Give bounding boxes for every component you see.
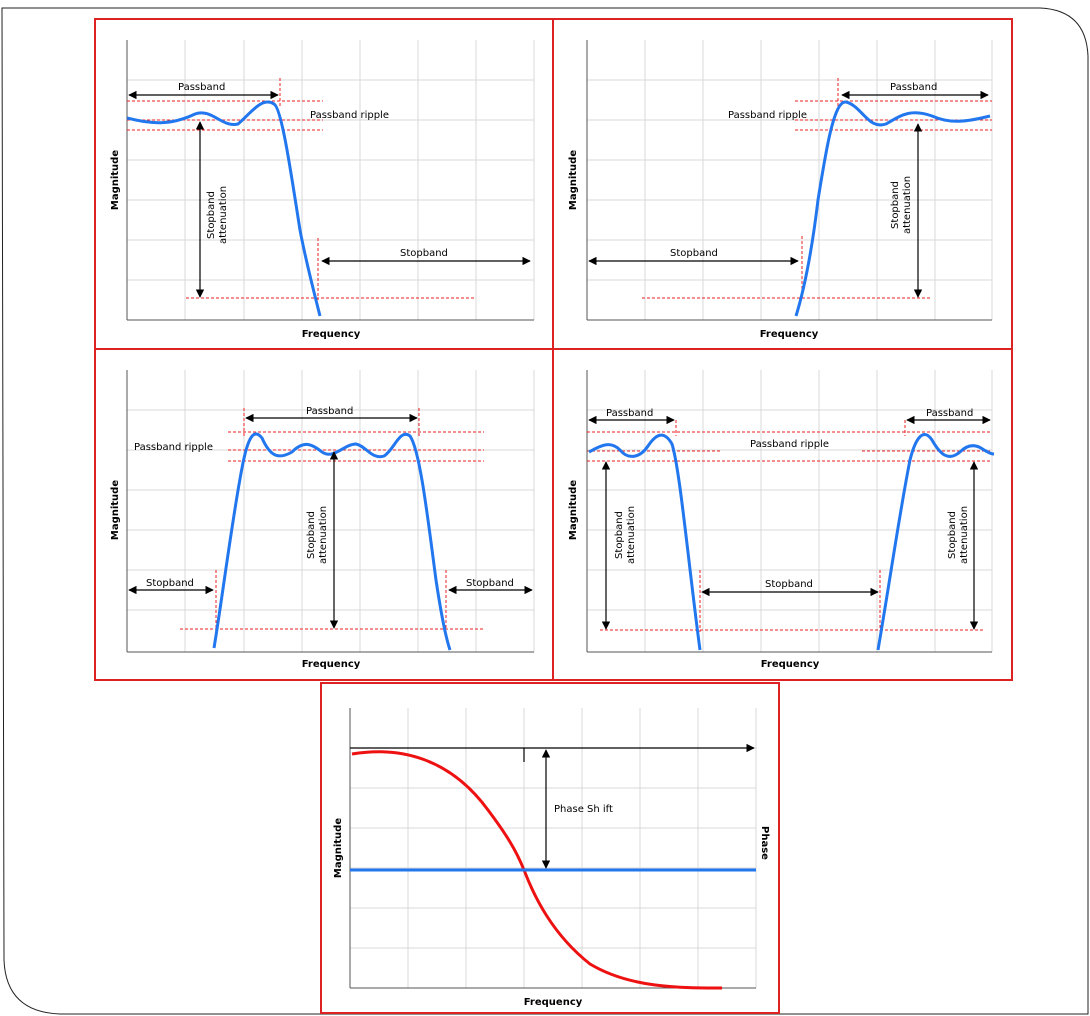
panel-lowpass: Passband Passband ripple Stopband Stopba… bbox=[94, 18, 554, 350]
passband-left-label: Passband bbox=[606, 408, 653, 419]
y-axis-label-right: Phase bbox=[759, 826, 770, 860]
axes bbox=[126, 40, 534, 321]
attenuation-left-label: Stopband attenuation bbox=[614, 506, 637, 564]
stopband-label: Stopband bbox=[765, 579, 813, 590]
attenuation-label: Stopband attenuation bbox=[306, 506, 329, 564]
svg-text:Stopband: Stopband bbox=[306, 511, 317, 559]
y-axis-label: Magnitude bbox=[568, 480, 579, 540]
guide-lines bbox=[587, 420, 992, 632]
phase-shift-label: Phase Sh ift bbox=[554, 804, 613, 815]
panel-bandpass: Passband Passband ripple Stopband Stopba… bbox=[94, 348, 554, 681]
svg-text:Stopband: Stopband bbox=[206, 191, 217, 239]
panel-frame bbox=[320, 682, 780, 1014]
magnitude-curve bbox=[126, 100, 322, 317]
magnitude-curve-right bbox=[876, 433, 995, 651]
x-axis-label: Frequency bbox=[302, 329, 361, 340]
y-axis-label: Magnitude bbox=[568, 150, 579, 210]
slide-border bbox=[1, 7, 1089, 1015]
ripple-label: Passband ripple bbox=[750, 439, 829, 450]
panel-phase: Phase Sh ift Frequency Magnitude Phase bbox=[320, 682, 780, 1014]
attenuation-right-label: Stopband attenuation bbox=[947, 506, 970, 564]
passband-label: Passband bbox=[178, 82, 225, 93]
x-axis-label: Frequency bbox=[760, 329, 819, 340]
axes bbox=[126, 370, 534, 653]
ripple-label: Passband ripple bbox=[728, 110, 807, 121]
arrows bbox=[128, 90, 531, 298]
y-axis-label: Magnitude bbox=[110, 150, 121, 210]
stopband-left-label: Stopband bbox=[146, 578, 194, 589]
stopband-right-label: Stopband bbox=[466, 578, 514, 589]
svg-text:Stopband: Stopband bbox=[947, 511, 958, 559]
grid bbox=[127, 40, 535, 320]
panel-frame bbox=[94, 348, 554, 681]
axes bbox=[586, 370, 992, 653]
ripple-label: Passband ripple bbox=[310, 110, 389, 121]
y-axis-label: Magnitude bbox=[110, 480, 121, 540]
y-axis-label-left: Magnitude bbox=[333, 818, 344, 878]
passband-label: Passband bbox=[306, 406, 353, 417]
attenuation-label: Stopband attenuation bbox=[890, 176, 913, 234]
svg-text:attenuation: attenuation bbox=[902, 176, 913, 234]
stopband-label: Stopband bbox=[400, 248, 448, 259]
arrows bbox=[588, 415, 991, 630]
magnitude-curve-left bbox=[588, 433, 702, 651]
panel-bandstop: Passband Passband Passband ripple Stopba… bbox=[552, 348, 1013, 681]
grid bbox=[587, 40, 993, 320]
guide-lines bbox=[642, 78, 992, 300]
guide-lines bbox=[127, 78, 476, 300]
arrows bbox=[350, 743, 755, 869]
svg-text:attenuation: attenuation bbox=[318, 506, 329, 564]
arrows bbox=[128, 413, 533, 629]
x-axis-label: Frequency bbox=[302, 659, 361, 670]
magnitude-curve bbox=[212, 432, 452, 651]
passband-right-label: Passband bbox=[926, 408, 973, 419]
svg-text:attenuation: attenuation bbox=[626, 506, 637, 564]
arrows bbox=[588, 90, 989, 298]
panel-frame bbox=[94, 18, 554, 350]
svg-text:attenuation: attenuation bbox=[959, 506, 970, 564]
x-axis-label: Frequency bbox=[761, 659, 820, 670]
svg-text:Stopband: Stopband bbox=[890, 181, 901, 229]
panel-highpass: Passband Passband ripple Stopband Stopba… bbox=[552, 18, 1013, 350]
x-axis-label: Frequency bbox=[524, 997, 583, 1008]
axes bbox=[586, 40, 992, 321]
svg-text:Stopband: Stopband bbox=[614, 511, 625, 559]
panel-frame bbox=[552, 18, 1013, 350]
attenuation-label: Stopband attenuation bbox=[206, 186, 229, 244]
stopband-label: Stopband bbox=[670, 248, 718, 259]
magnitude-curve bbox=[794, 100, 991, 317]
ripple-label: Passband ripple bbox=[134, 442, 213, 453]
svg-text:attenuation: attenuation bbox=[218, 186, 229, 244]
passband-label: Passband bbox=[890, 82, 937, 93]
